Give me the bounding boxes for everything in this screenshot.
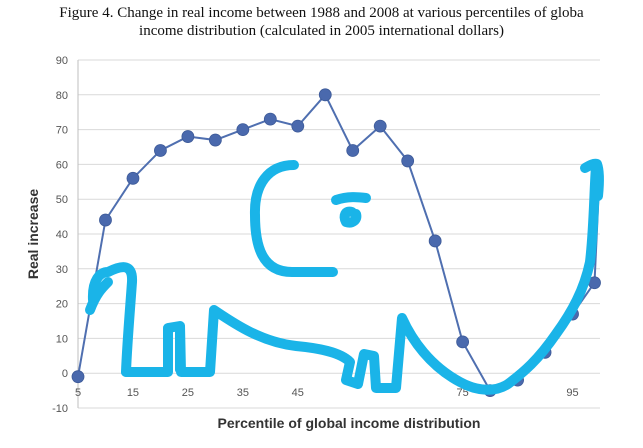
data-point: [263, 112, 277, 126]
y-tick-label: 40: [56, 229, 68, 241]
y-tick-label: 80: [56, 90, 68, 102]
elephant-outline-stroke: [331, 192, 371, 205]
elephant-outline-stroke: [339, 206, 362, 228]
elephant-leg-stroke: [167, 327, 181, 373]
y-tick-label: -10: [52, 403, 68, 415]
data-point: [181, 130, 195, 143]
series-line: [77, 93, 596, 392]
x-tick-label: 25: [182, 387, 194, 399]
axis-labels: Real increase Percentile of global incom…: [25, 189, 480, 431]
x-tick-label: 35: [237, 387, 249, 399]
data-point: [428, 234, 442, 248]
x-tick-label: 15: [127, 387, 139, 399]
data-point: [291, 119, 305, 133]
data-point: [346, 144, 360, 157]
y-tick-label: 60: [56, 159, 68, 171]
figure-title-line2: income distribution (calculated in 2005 …: [139, 23, 504, 39]
elephant-outline-stroke: [85, 277, 113, 315]
data-point: [71, 370, 85, 384]
series-lines: [77, 93, 601, 392]
y-tick-label: 20: [56, 299, 68, 311]
figure-title-line1: Figure 4. Change in real income between …: [59, 5, 584, 21]
data-point: [401, 154, 415, 168]
y-tick-label: 30: [56, 264, 68, 276]
x-tick-label: 95: [566, 387, 578, 399]
data-point: [236, 123, 250, 137]
elephant-outline-stroke: [87, 262, 137, 377]
x-axis-label: Percentile of global income distribution: [218, 415, 481, 431]
figure-title: Figure 4. Change in real income between …: [0, 4, 643, 40]
x-tick-label: 5: [75, 387, 81, 399]
data-point: [126, 171, 140, 185]
data-point: [154, 144, 167, 157]
y-tick-label: 50: [56, 194, 68, 206]
y-axis-label: Real increase: [25, 189, 41, 279]
y-tick-label: 90: [56, 55, 68, 67]
data-point: [373, 119, 387, 133]
elephant-outline-stroke: [580, 158, 604, 201]
elephant-outline-stroke: [121, 161, 601, 395]
y-tick-label: 0: [62, 368, 68, 380]
x-tick-label: 45: [292, 387, 304, 399]
y-tick-label: 70: [56, 125, 68, 137]
data-point: [318, 88, 332, 102]
data-point: [456, 335, 470, 349]
y-tick-label: 10: [56, 333, 68, 345]
elephant-outline-stroke: [249, 160, 338, 277]
data-point: [208, 133, 222, 147]
data-point: [99, 213, 112, 227]
elephant-drawing: [85, 158, 604, 395]
